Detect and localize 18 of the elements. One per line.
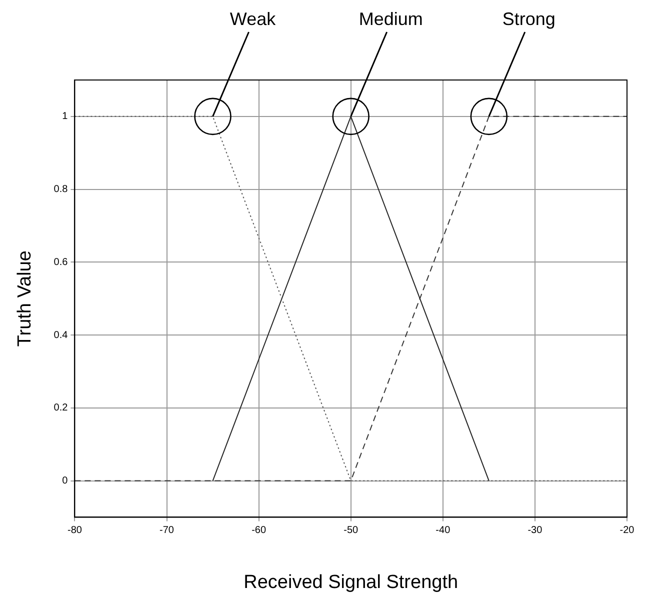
annotation: Weak — [230, 8, 277, 29]
y-tick-label: 0.6 — [54, 256, 68, 268]
y-axis-title: Truth Value — [14, 250, 36, 347]
x-tick-label: -70 — [160, 524, 174, 536]
y-tick-label: 0.2 — [54, 402, 68, 414]
annotation: Medium — [358, 8, 423, 29]
x-tick-label: -30 — [528, 524, 543, 536]
x-tick-label: -20 — [620, 524, 635, 536]
x-tick-label: -40 — [436, 524, 451, 536]
y-tick-label: 0 — [62, 476, 68, 487]
y-tick-label: 0.4 — [54, 330, 68, 341]
x-axis-title: Received Signal Strength — [244, 572, 458, 593]
x-tick-label: -50 — [344, 524, 359, 536]
annotation: Strong — [502, 8, 556, 29]
x-tick-label: -80 — [67, 524, 82, 536]
y-tick-label: 1 — [62, 111, 68, 122]
y-tick-label: 0.8 — [54, 184, 68, 196]
x-tick-label: -60 — [252, 524, 266, 536]
